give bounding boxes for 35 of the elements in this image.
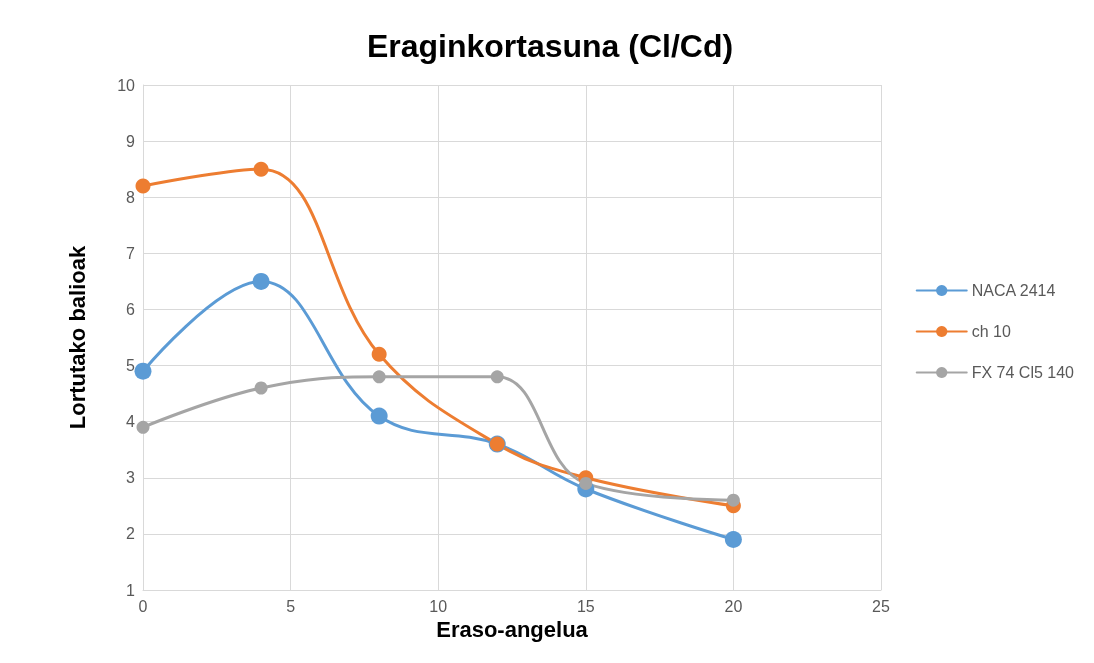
- y-tick-label: 9: [126, 132, 136, 150]
- y-tick-label: 1: [126, 581, 136, 599]
- x-tick-label: 10: [429, 597, 448, 615]
- point: [371, 346, 387, 362]
- point: [726, 493, 740, 507]
- point: [135, 178, 151, 194]
- x-tick-label: 20: [724, 597, 743, 615]
- y-axis-title: Lortutako balioak: [64, 245, 90, 430]
- x-tick-label: 25: [872, 597, 890, 615]
- chart-title: Eraginkortasuna (Cl/Cd): [366, 28, 734, 64]
- point: [579, 476, 593, 490]
- y-tick-label: 3: [126, 469, 136, 487]
- y-tick-label: 10: [117, 76, 136, 94]
- y-tick-label: 8: [126, 188, 136, 206]
- legend-label: NACA 2414: [971, 282, 1056, 299]
- point: [134, 362, 152, 380]
- point: [490, 370, 504, 384]
- point: [372, 370, 386, 384]
- point: [370, 407, 388, 425]
- y-tick-label: 5: [126, 357, 136, 375]
- y-tick-label: 6: [126, 300, 136, 318]
- point: [253, 161, 269, 177]
- point: [252, 272, 270, 290]
- point: [136, 420, 150, 434]
- x-axis-title: Eraso-angelua: [436, 617, 589, 643]
- y-tick-label: 7: [126, 244, 136, 262]
- x-tick-label: 5: [286, 597, 296, 615]
- y-tick-label: 4: [126, 413, 136, 431]
- legend-label: ch 10: [971, 323, 1011, 340]
- y-tick-label: 2: [126, 525, 136, 543]
- point: [724, 531, 742, 548]
- x-tick-label: 0: [138, 597, 148, 615]
- x-tick-label: 15: [576, 597, 595, 615]
- legend-label: FX 74 Cl5 140: [971, 364, 1075, 381]
- point: [254, 381, 268, 395]
